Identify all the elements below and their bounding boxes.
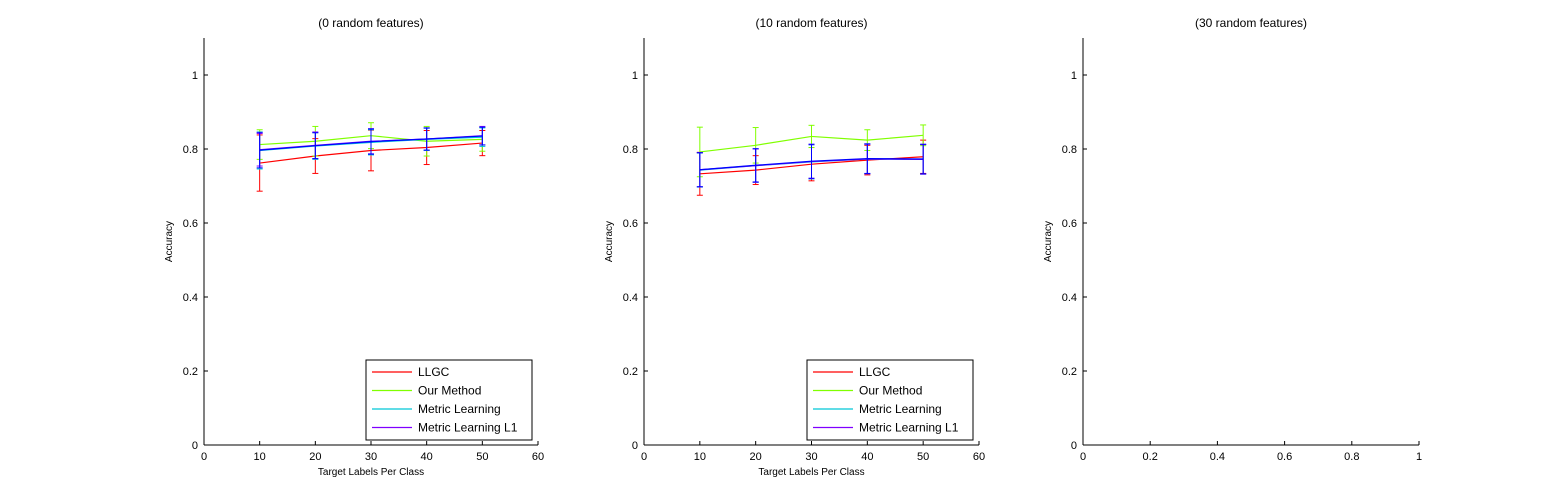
legend-entry-label: Our Method xyxy=(859,384,922,398)
y-tick-label: 0.6 xyxy=(183,218,198,230)
y-tick-label: 0.6 xyxy=(1062,218,1077,230)
x-tick-label: 10 xyxy=(694,451,706,463)
legend-box xyxy=(365,359,533,441)
y-axis-label: Accuracy xyxy=(164,221,175,262)
x-tick-label: 60 xyxy=(973,451,985,463)
x-tick-label: 20 xyxy=(309,451,321,463)
x-tick-label: 0.8 xyxy=(1344,451,1359,463)
y-tick-label: 0.2 xyxy=(623,366,638,378)
legend-entry-label: LLGC xyxy=(418,365,450,379)
y-tick-label: 0.6 xyxy=(623,218,638,230)
chart-panel-2: 0 10 20 30 40 50 60 0 0.2 0.4 0.6 0.8 1 (10 random fe… xyxy=(604,16,985,478)
legend-box xyxy=(806,359,974,441)
x-axis-label: Target Labels Per Class xyxy=(318,467,424,478)
chart-title: (10 random features) xyxy=(755,16,867,30)
x-tick-label: 0 xyxy=(641,451,647,463)
x-tick-label: 60 xyxy=(532,451,544,463)
x-tick-label: 50 xyxy=(917,451,929,463)
x-tick-label: 40 xyxy=(861,451,873,463)
x-tick-label: 30 xyxy=(365,451,377,463)
y-tick-label: 0.4 xyxy=(183,292,198,304)
x-axis-label: Target Labels Per Class xyxy=(758,467,864,478)
x-tick-label: 0.2 xyxy=(1143,451,1158,463)
y-tick-label: 1 xyxy=(1071,70,1077,82)
chart-panel-1: 0 10 20 30 40 50 60 0 0.2 0.4 0.6 0.8 1 (0 random fea… xyxy=(164,16,544,478)
y-tick-label: 0.2 xyxy=(1062,366,1077,378)
x-tick-label: 0 xyxy=(1080,451,1086,463)
y-tick-label: 0 xyxy=(632,440,638,452)
x-tick-label: 0.4 xyxy=(1210,451,1225,463)
legend-entry-label: Metric Learning L1 xyxy=(859,421,959,435)
series-line xyxy=(699,134,924,153)
x-tick-label: 20 xyxy=(750,451,762,463)
x-tick-label: 50 xyxy=(476,451,488,463)
y-tick-label: 0.8 xyxy=(1062,144,1077,156)
y-tick-label: 0.8 xyxy=(623,144,638,156)
y-tick-label: 0.4 xyxy=(623,292,638,304)
y-tick-label: 0 xyxy=(192,440,198,452)
x-tick-label: 1 xyxy=(1416,451,1422,463)
y-tick-label: 1 xyxy=(192,70,198,82)
y-axis-label: Accuracy xyxy=(604,221,615,262)
chart-panel-3: 0 0.2 0.4 0.6 0.8 1 0 0.2 0.4 0.6 0.8 1 (30 random f… xyxy=(1043,16,1422,463)
series-line xyxy=(259,135,483,151)
chart-title: (30 random features) xyxy=(1195,16,1307,30)
x-tick-label: 0.6 xyxy=(1277,451,1292,463)
legend-entry-label: LLGC xyxy=(859,365,891,379)
x-tick-label: 10 xyxy=(254,451,266,463)
y-tick-label: 0.2 xyxy=(183,366,198,378)
x-tick-label: 0 xyxy=(201,451,207,463)
legend-entry-label: Our Method xyxy=(418,384,481,398)
legend-entry-label: Metric Learning xyxy=(418,402,501,416)
y-tick-label: 0.4 xyxy=(1062,292,1077,304)
legend: LLGC Our Method Metric Learning Metric Lear… xyxy=(365,359,533,441)
chart-title: (0 random features) xyxy=(318,16,423,30)
legend-entry-label: Metric Learning L1 xyxy=(418,421,518,435)
series-our-method xyxy=(696,124,927,178)
x-tick-label: 40 xyxy=(421,451,433,463)
series-line xyxy=(699,158,924,171)
legend: LLGC Our Method Metric Learning Metric Lear… xyxy=(806,359,974,441)
series-unlabeled-4 xyxy=(696,143,927,188)
x-tick-label: 30 xyxy=(805,451,817,463)
legend-entry-label: Metric Learning xyxy=(859,402,942,416)
y-tick-label: 0.8 xyxy=(183,144,198,156)
y-tick-label: 0 xyxy=(1071,440,1077,452)
series-unlabeled-4 xyxy=(256,126,486,169)
y-axis-label: Accuracy xyxy=(1043,221,1054,262)
y-tick-label: 1 xyxy=(632,70,638,82)
